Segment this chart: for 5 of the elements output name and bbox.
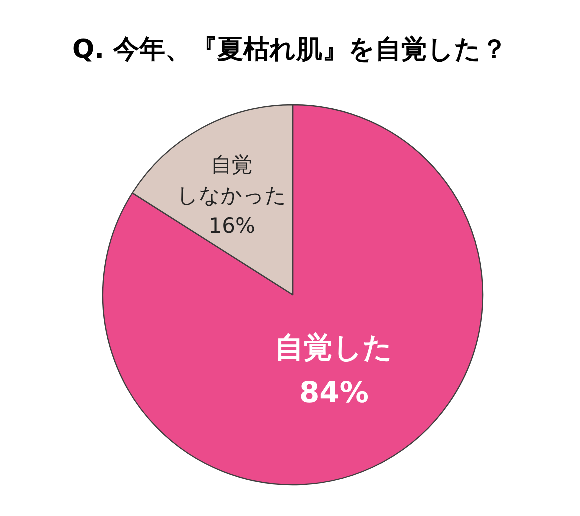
chart-title: Q. 今年、『夏枯れ肌』を自覚した？: [72, 35, 508, 65]
slice-label: 自覚しなかった: [177, 153, 288, 208]
slice-label: 自覚した: [275, 330, 394, 365]
data-label: 84%: [299, 376, 369, 410]
data-label: 16%: [208, 214, 256, 238]
